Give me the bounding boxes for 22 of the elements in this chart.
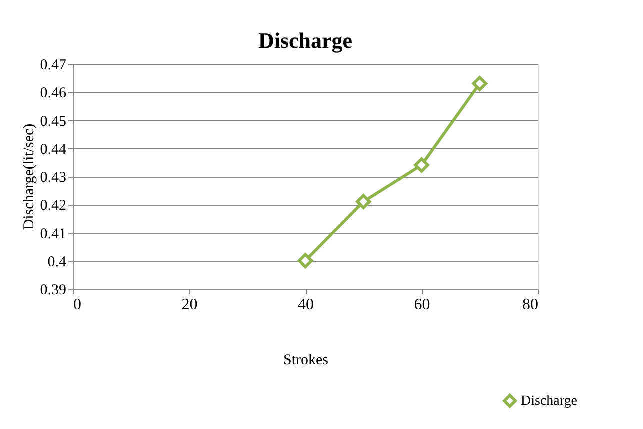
y-tick-label: 0.47	[40, 58, 67, 74]
y-tick-label: 0.45	[40, 114, 66, 130]
y-tick-label: 0.46	[40, 86, 67, 102]
point	[298, 253, 314, 268]
point	[356, 194, 372, 210]
x-tick-label: 20	[182, 296, 198, 314]
y-tick-label: 0.42	[40, 198, 66, 214]
chart-title: Discharge	[258, 28, 353, 53]
x-tick-label: 0	[74, 296, 82, 314]
y-axis-title: Discharge(lit/sec)	[21, 124, 38, 230]
legend-label: Discharge	[521, 394, 578, 409]
y-tick-label: 0.44	[40, 142, 67, 158]
x-axis-title: Strokes	[284, 352, 329, 368]
y-tick-label: 0.41	[40, 226, 66, 242]
x-tick-label: 40	[298, 296, 314, 314]
y-tick-label: 0.43	[40, 170, 66, 186]
x-tick-label: 60	[414, 296, 430, 314]
point	[472, 76, 488, 92]
x-tick-label: 80	[522, 296, 538, 314]
y-tick-label: 0.39	[40, 282, 66, 298]
y-tick-label: 0.4	[48, 254, 67, 270]
point	[414, 158, 430, 173]
